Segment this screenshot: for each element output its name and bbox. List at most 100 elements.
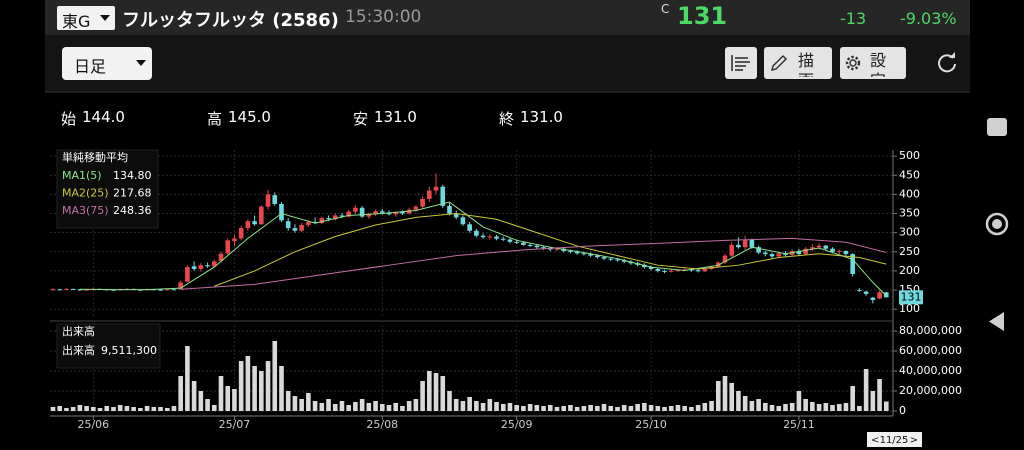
ohlc-label: 終	[499, 110, 515, 128]
volume-bar	[796, 391, 802, 411]
settings-button[interactable]: 設定	[840, 47, 906, 79]
volume-bar	[850, 386, 855, 411]
volume-bar	[823, 403, 829, 411]
volume-bar	[285, 391, 291, 411]
candle-body	[843, 251, 849, 255]
stock-title: フルッタフルッタ (2586)	[122, 10, 339, 31]
candle-body	[326, 218, 331, 220]
candle-body	[668, 270, 674, 272]
date-prev: <	[871, 435, 879, 446]
candle-body	[729, 244, 735, 256]
ma-legend-title: 単純移動平均	[62, 150, 128, 164]
date-badge[interactable]	[867, 432, 922, 447]
gear-icon	[845, 55, 861, 71]
volume-bar	[668, 406, 674, 411]
ma-line	[180, 237, 887, 290]
nav-back[interactable]	[989, 312, 1004, 331]
volume-bar	[359, 399, 365, 411]
candle-body	[830, 248, 835, 252]
candle-body	[742, 239, 748, 248]
candle-body	[675, 270, 681, 272]
ma-legend-name: MA1(5)	[62, 169, 102, 182]
volume-tick-label: 20,000,000	[899, 384, 962, 397]
ma-legend-value: 248.36	[113, 204, 152, 217]
volume-bar	[877, 379, 882, 411]
volume-bar	[151, 407, 157, 411]
volume-bar	[306, 393, 311, 411]
volume-bar	[171, 406, 177, 411]
candle-body	[722, 255, 728, 263]
nav-recent[interactable]	[987, 118, 1007, 136]
candle-body	[514, 241, 519, 243]
candle-body	[601, 257, 607, 259]
volume-bar	[232, 389, 237, 411]
candle-body	[702, 269, 708, 272]
ohlc-value: 131.0	[374, 108, 417, 126]
candle-body	[608, 258, 614, 260]
volume-bar	[655, 406, 661, 411]
volume-bar	[595, 406, 600, 411]
volume-bar	[158, 407, 163, 411]
nav-home[interactable]	[985, 212, 1009, 236]
ma-legend-value: 134.80	[113, 169, 152, 182]
volume-tick-label: 80,000,000	[899, 324, 962, 337]
volume-bar	[131, 407, 136, 411]
volume-bar	[178, 376, 183, 411]
volume-bar	[433, 373, 439, 411]
volume-bar	[70, 407, 76, 411]
candle-body	[655, 269, 661, 271]
date-next: >	[910, 435, 918, 446]
candle-body	[776, 253, 782, 257]
change-pct: -9.03%	[900, 9, 957, 28]
draw-button[interactable]: 描画	[764, 47, 832, 79]
candle-body	[252, 221, 257, 225]
candle-body	[285, 221, 291, 229]
candle-body	[406, 209, 412, 214]
time: 15:30:00	[345, 7, 422, 27]
volume-bar	[527, 404, 533, 411]
volume-bar	[480, 403, 486, 411]
candle-body	[796, 251, 802, 255]
candle-body	[198, 265, 204, 270]
candle-body	[648, 267, 654, 270]
market-button[interactable]: 東G	[57, 6, 115, 31]
candle-body	[185, 267, 190, 282]
volume-bar	[346, 405, 351, 411]
volume-bar	[742, 396, 748, 411]
candle-body	[339, 215, 345, 217]
ma-legend-box	[56, 149, 159, 229]
candle-body	[400, 211, 405, 214]
volume-bar	[500, 404, 506, 411]
candle-body	[386, 212, 392, 215]
volume-bar	[789, 403, 795, 411]
candle-body	[292, 228, 298, 231]
refresh-icon[interactable]	[936, 52, 958, 74]
volume-bar	[715, 381, 721, 411]
volume-bar	[339, 401, 345, 411]
volume-bar	[628, 406, 634, 411]
candle-body	[359, 207, 365, 217]
candle-body	[810, 247, 815, 249]
volume-bar	[319, 403, 325, 411]
ohlc-value: 131.0	[520, 108, 563, 126]
candle-body	[245, 221, 251, 229]
price-tick-label: 450	[899, 168, 920, 181]
indicator-button[interactable]	[725, 47, 757, 79]
volume-bar	[393, 403, 399, 411]
volume-bar	[487, 399, 493, 411]
x-tick-label: 25/09	[501, 418, 533, 431]
volume-bar	[642, 403, 647, 411]
volume-bar	[440, 376, 446, 411]
candle-body	[487, 236, 493, 238]
ohlc-label: 高	[207, 110, 223, 128]
candle-body	[756, 247, 761, 253]
candle-body	[57, 289, 63, 291]
settings-label: 設定	[870, 51, 887, 77]
volume-legend-box	[56, 323, 161, 369]
period-select[interactable]: 日足	[62, 47, 152, 80]
price-tick-label: 200	[899, 264, 920, 277]
candle-body	[695, 270, 701, 272]
volume-bar	[810, 402, 815, 411]
candle-body	[420, 198, 425, 207]
